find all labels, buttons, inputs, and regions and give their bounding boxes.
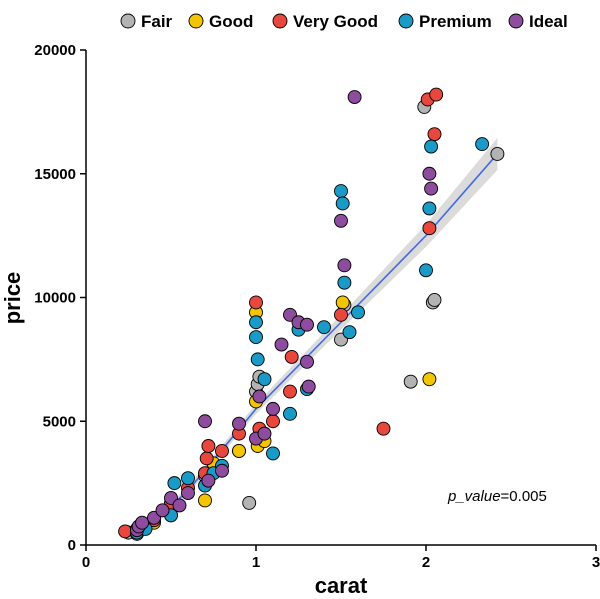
data-point-ideal	[334, 213, 348, 228]
data-point-premium	[181, 471, 195, 486]
data-point-premium	[475, 137, 490, 152]
x-tick-label: 2	[422, 554, 430, 571]
data-point-very-good	[266, 414, 280, 429]
data-point-premium	[317, 320, 331, 335]
data-point-ideal	[337, 258, 352, 273]
data-point-premium	[266, 446, 280, 461]
data-point-fair	[490, 146, 505, 161]
data-point-fair	[427, 293, 442, 307]
legend-key-premium	[398, 13, 414, 29]
confidence-band	[142, 137, 498, 537]
x-tick-label: 3	[592, 554, 600, 571]
data-point-ideal	[135, 515, 150, 530]
confidence-band-layer	[142, 137, 498, 537]
p-value-annotation-value: =0.005	[501, 488, 547, 505]
legend-key-good	[188, 13, 204, 29]
data-point-ideal	[422, 166, 437, 181]
data-point-premium	[335, 196, 350, 211]
data-point-ideal	[300, 354, 314, 369]
data-point-ideal	[301, 379, 316, 394]
data-point-premium	[249, 330, 263, 345]
y-axis-title: price	[0, 272, 25, 325]
data-point-premium	[167, 476, 182, 491]
data-point-premium	[283, 406, 297, 421]
data-point-ideal	[300, 317, 314, 332]
y-tick-label: 15000	[34, 166, 76, 183]
ticks: 0 1 2 3 0 5000 10000 15000 20000	[34, 42, 600, 571]
data-point-fair	[403, 374, 418, 389]
data-point-very-good	[429, 87, 444, 102]
data-point-very-good	[376, 421, 391, 436]
data-point-ideal	[181, 486, 195, 500]
legend-label-premium: Premium	[419, 12, 492, 31]
x-tick-label: 1	[252, 554, 260, 571]
data-point-very-good	[215, 444, 229, 458]
data-point-very-good	[427, 127, 442, 142]
data-point-good	[422, 372, 437, 387]
regression-line-layer	[141, 153, 499, 534]
data-point-good	[232, 444, 246, 458]
data-point-fair	[242, 495, 257, 510]
y-tick-label: 10000	[34, 290, 76, 307]
y-tick-label: 5000	[43, 413, 76, 430]
data-point-ideal	[274, 337, 289, 352]
x-tick-label: 0	[82, 554, 90, 571]
data-point-ideal	[257, 426, 272, 441]
data-point-very-good	[249, 295, 263, 310]
data-point-very-good	[284, 349, 299, 364]
data-point-very-good	[201, 439, 216, 453]
legend-label-ideal: Ideal	[529, 12, 568, 31]
data-point-premium	[419, 263, 433, 278]
legend-label-fair: Fair	[141, 12, 173, 31]
data-point-ideal	[215, 463, 229, 478]
data-point-ideal	[172, 498, 187, 513]
data-point-premium	[337, 275, 352, 290]
data-point-ideal	[252, 389, 267, 404]
data-point-premium	[334, 184, 348, 199]
data-point-good	[198, 493, 212, 508]
data-point-premium	[351, 305, 365, 320]
data-point-very-good	[118, 524, 133, 539]
data-point-ideal	[266, 401, 280, 416]
data-point-ideal	[347, 90, 362, 104]
p-value-annotation-label: p_value	[447, 488, 501, 505]
y-tick-label: 20000	[34, 42, 76, 59]
data-point-ideal	[155, 503, 170, 518]
legend-label-good: Good	[209, 12, 253, 31]
data-point-premium	[422, 201, 437, 216]
data-point-ideal	[198, 414, 212, 429]
data-point-ideal	[232, 416, 246, 431]
data-point-very-good	[199, 451, 214, 466]
legend: Fair Good Very Good Premium Ideal	[120, 12, 568, 31]
legend-key-very-good	[272, 13, 288, 29]
y-tick-label: 0	[68, 537, 76, 554]
x-axis-title: carat	[315, 573, 368, 598]
data-point-very-good	[283, 384, 297, 399]
data-point-very-good	[334, 307, 348, 322]
data-points-layer	[118, 87, 505, 541]
data-point-good	[335, 295, 350, 310]
data-point-premium	[257, 372, 272, 387]
legend-key-fair	[120, 13, 136, 29]
p-value-annotation: p_value=0.005	[447, 488, 547, 505]
legend-label-very-good: Very Good	[293, 12, 378, 31]
data-point-premium	[424, 139, 439, 154]
legend-key-ideal	[508, 13, 524, 29]
data-point-premium	[342, 325, 357, 340]
data-point-very-good	[422, 221, 437, 236]
data-point-premium	[249, 315, 263, 330]
data-point-ideal	[424, 181, 439, 196]
data-point-ideal	[201, 473, 216, 488]
regression-line	[141, 153, 499, 534]
data-point-premium	[250, 352, 265, 367]
